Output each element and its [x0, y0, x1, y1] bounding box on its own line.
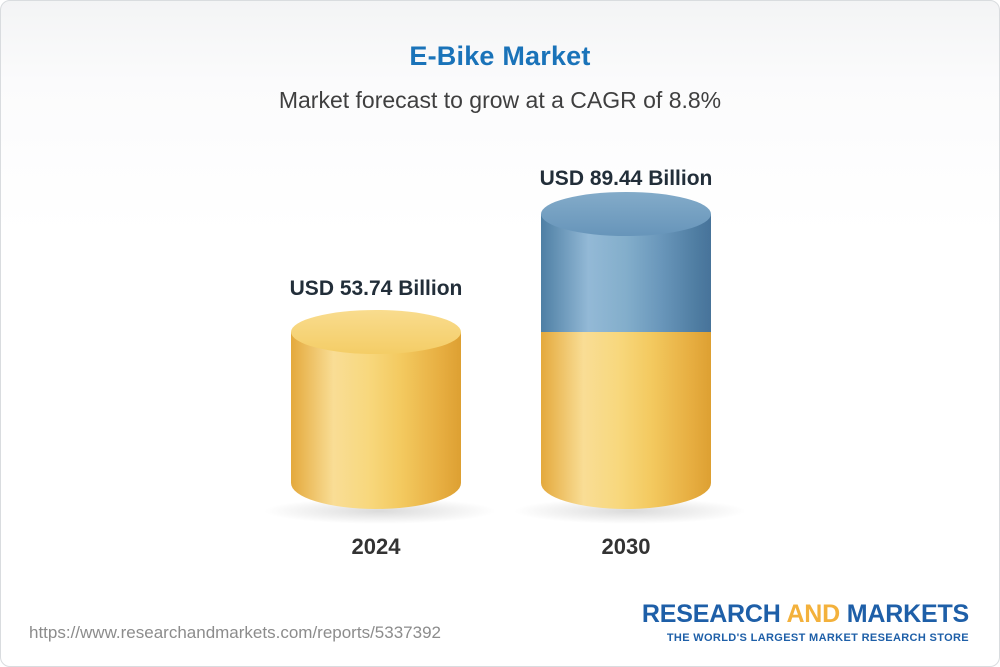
value-label-2030: USD 89.44 Billion	[539, 167, 713, 190]
logo-word-markets: MARKETS	[846, 600, 969, 628]
bar-2024-body	[291, 332, 461, 509]
logo-word-research: RESEARCH	[641, 600, 781, 628]
bar-2030-growth-segment	[541, 192, 711, 332]
report-url: https://www.researchandmarkets.com/repor…	[29, 623, 441, 642]
logo-tagline: THE WORLD'S LARGEST MARKET RESEARCH STOR…	[666, 632, 969, 644]
researchandmarkets-logo: RESEARCH AND MARKETS THE WORLD'S LARGEST…	[642, 600, 969, 644]
bar-2030	[541, 192, 711, 509]
chart-title: E-Bike Market	[409, 41, 591, 71]
bar-2024-top-cap	[291, 310, 461, 354]
year-label-2024: 2024	[351, 534, 401, 559]
value-label-2024: USD 53.74 Billion	[289, 277, 463, 300]
logo-wordmark: RESEARCH AND MARKETS	[642, 600, 969, 629]
bar-2030-base-segment	[541, 332, 711, 509]
chart-subtitle: Market forecast to grow at a CAGR of 8.8…	[278, 87, 722, 113]
bar-2024	[291, 310, 461, 509]
logo-word-and: AND	[786, 600, 841, 628]
bar-2030-top-cap	[541, 192, 711, 236]
year-label-2030: 2030	[601, 534, 651, 559]
